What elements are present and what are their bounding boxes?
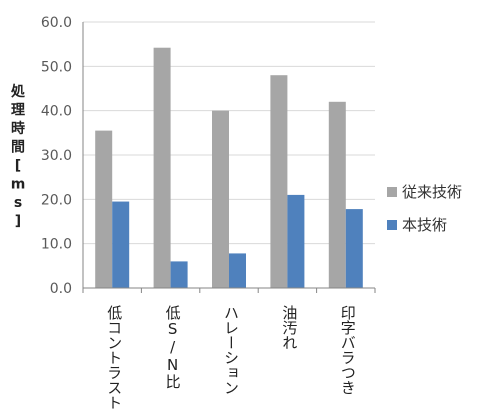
y-axis-label-char: s	[14, 195, 22, 211]
y-tick-label: 20.0	[41, 192, 72, 208]
x-category-label: 低S/N比	[164, 305, 182, 389]
bars	[95, 47, 363, 289]
y-axis-label-char: 時	[11, 120, 25, 137]
bar-new-2	[229, 253, 246, 288]
x-category-label: 印字バラつき	[339, 305, 357, 395]
legend-label-new: 本技術	[402, 216, 447, 234]
x-category-label: 低コントラスト	[105, 305, 123, 410]
bar-conventional-3	[270, 75, 288, 288]
y-axis-label-char: m	[11, 177, 26, 193]
y-tick-label: 40.0	[41, 104, 72, 120]
y-axis-label-char: 理	[11, 103, 25, 119]
bar-conventional-1	[153, 47, 171, 288]
y-axis-label-char: 処	[10, 83, 26, 100]
y-axis-label-char: 間	[11, 140, 25, 156]
bar-new-0	[112, 201, 130, 288]
legend-swatch-conventional	[387, 187, 397, 197]
y-axis-label-char: [	[15, 158, 21, 174]
y-tick-label: 50.0	[41, 59, 72, 75]
y-tick-label: 30.0	[41, 148, 72, 164]
y-tick-label: 60.0	[41, 15, 72, 31]
bar-conventional-2	[212, 110, 229, 289]
y-tick-labels: 0.0 10.0 20.0 30.0 40.0 50.0 60.0	[41, 15, 72, 297]
bar-conventional-0	[95, 130, 113, 288]
legend-swatch-new	[387, 220, 397, 230]
y-tick-label: 10.0	[41, 237, 72, 253]
bar-new-4	[345, 209, 363, 288]
x-category-label: ハレーション	[222, 305, 240, 395]
bar-new-1	[170, 261, 188, 288]
bar-conventional-4	[328, 101, 346, 288]
bar-new-3	[287, 194, 305, 288]
legend-label-conventional: 従来技術	[402, 183, 462, 201]
y-tick-label: 0.0	[50, 281, 72, 297]
y-axis-label-char: ]	[15, 214, 21, 230]
axes	[82, 22, 376, 293]
x-category-labels: 低コントラスト 低S/N比 ハレーション 油汚れ 印字バラつき	[105, 305, 357, 410]
x-category-label: 油汚れ	[280, 305, 298, 350]
